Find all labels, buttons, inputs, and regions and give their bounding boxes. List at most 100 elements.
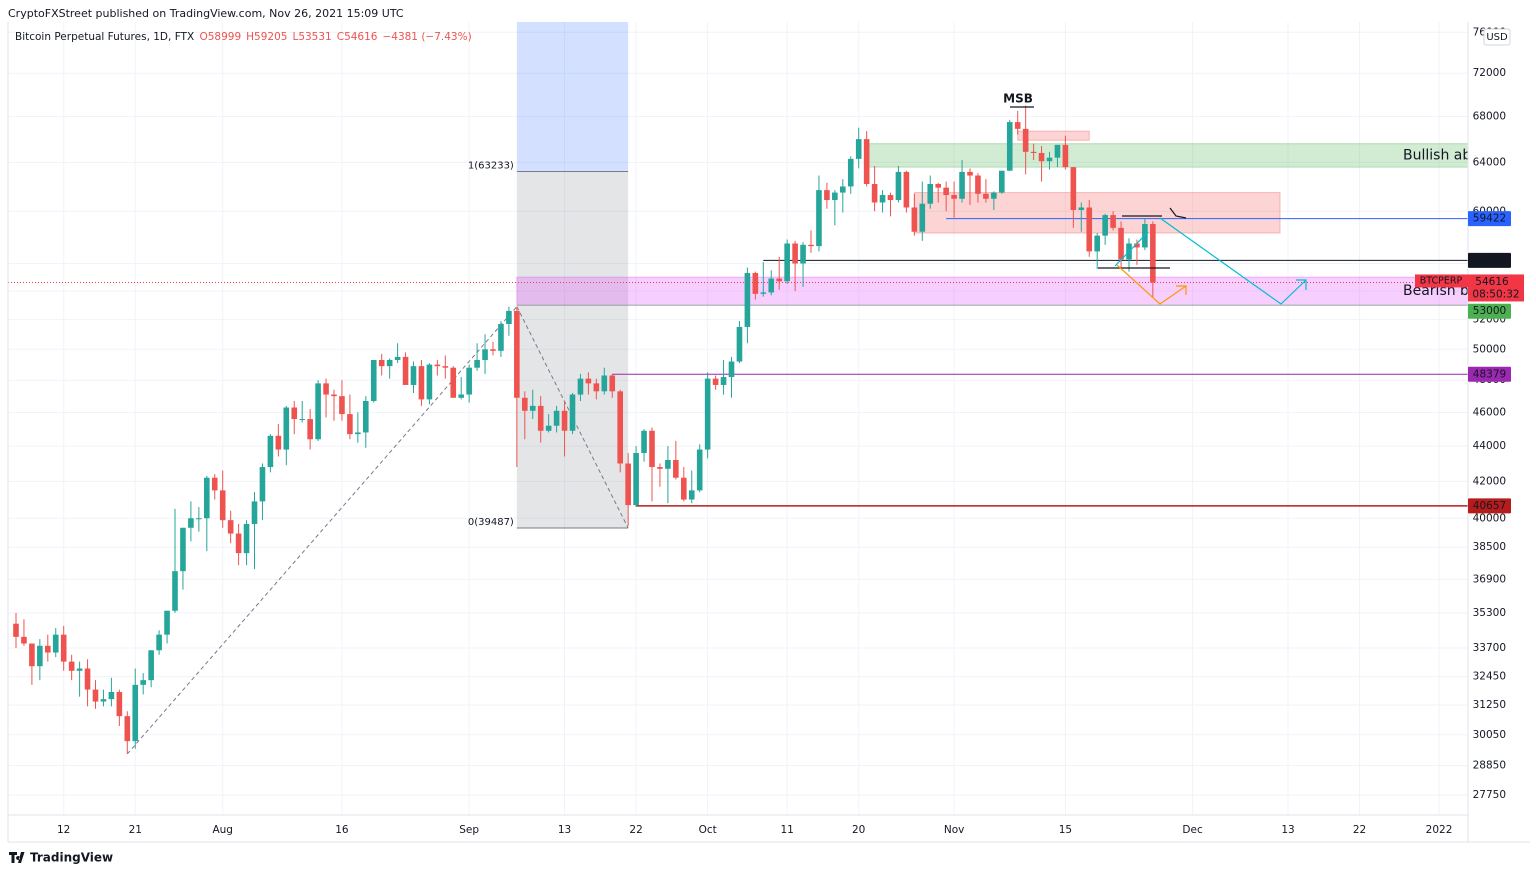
currency: USD bbox=[1486, 32, 1508, 43]
x-tick-label: Dec bbox=[1182, 824, 1203, 836]
candle-body bbox=[68, 661, 75, 671]
candle-body bbox=[736, 326, 743, 362]
price-tag bbox=[1468, 498, 1511, 514]
candle-body bbox=[418, 366, 425, 400]
candle-body bbox=[1006, 122, 1013, 171]
annotation: MSB bbox=[1003, 92, 1033, 106]
candle-body bbox=[394, 356, 401, 360]
candle-body bbox=[696, 449, 703, 491]
candle-body bbox=[490, 349, 496, 351]
candle-body bbox=[1118, 227, 1124, 260]
x-tick-label: 22 bbox=[1353, 824, 1366, 836]
candle-body bbox=[84, 668, 91, 690]
last-price-label: 54616 bbox=[1475, 276, 1509, 288]
candle-body bbox=[458, 394, 464, 398]
candle-body bbox=[728, 361, 735, 378]
countdown: 08:50:32 bbox=[1472, 288, 1519, 300]
candle-body bbox=[474, 359, 480, 368]
ohlc-close: C54616 bbox=[337, 31, 378, 43]
x-tick-label: 21 bbox=[129, 824, 142, 836]
price-tag-label: 53000 bbox=[1473, 305, 1506, 317]
symbol-title: Bitcoin Perpetual Futures, 1D, FTX bbox=[15, 31, 194, 43]
y-tick-label: 27750 bbox=[1473, 789, 1506, 801]
fib-zone-upper bbox=[516, 22, 629, 172]
candle-body bbox=[355, 432, 361, 435]
candle-body bbox=[832, 192, 838, 200]
y-tick-label: 68000 bbox=[1473, 111, 1506, 123]
candle-body bbox=[76, 668, 83, 671]
candle-body bbox=[450, 367, 457, 398]
candle-body bbox=[124, 716, 131, 742]
candle-body bbox=[999, 170, 1005, 193]
ohlc-low: L53531 bbox=[292, 31, 331, 43]
candle-body bbox=[267, 435, 274, 468]
candle-body bbox=[911, 207, 918, 232]
candle-body bbox=[649, 430, 655, 468]
candle-body bbox=[855, 139, 862, 159]
currency-box[interactable] bbox=[1483, 28, 1511, 46]
candle-body bbox=[498, 323, 504, 351]
candle-body bbox=[1070, 167, 1077, 211]
candle-body bbox=[569, 394, 576, 431]
y-tick-label: 30050 bbox=[1473, 729, 1506, 741]
x-tick-label: Aug bbox=[212, 824, 233, 836]
candle-body bbox=[561, 410, 568, 431]
x-tick-label: 13 bbox=[1281, 824, 1294, 836]
candle-body bbox=[1078, 207, 1085, 211]
candle-body bbox=[339, 396, 345, 415]
candle-body bbox=[196, 518, 202, 520]
y-tick-label: 31250 bbox=[1473, 699, 1506, 711]
candle-body bbox=[1134, 243, 1140, 248]
x-tick-label: 20 bbox=[852, 824, 865, 836]
candle-body bbox=[132, 684, 139, 742]
zone bbox=[866, 143, 1468, 168]
trend-line bbox=[516, 306, 629, 529]
candle-body bbox=[593, 383, 600, 392]
candle-body bbox=[506, 310, 512, 324]
candle-body bbox=[609, 375, 616, 392]
candle-body bbox=[13, 623, 19, 637]
y-tick-label: 64000 bbox=[1473, 156, 1506, 168]
ohlc-open: O58999 bbox=[199, 31, 241, 43]
candle-body bbox=[887, 195, 894, 200]
candle-body bbox=[211, 477, 218, 491]
price-tag-label: 59422 bbox=[1473, 213, 1506, 225]
candle-body bbox=[60, 634, 67, 662]
candle-body bbox=[29, 643, 35, 667]
candle-body bbox=[935, 184, 941, 188]
y-tick-label: 33700 bbox=[1473, 642, 1506, 654]
candle-body bbox=[903, 171, 910, 208]
grid bbox=[8, 22, 1468, 815]
zone bbox=[516, 276, 1468, 306]
candle-body bbox=[800, 244, 806, 264]
candle-body bbox=[991, 192, 997, 199]
candle-body bbox=[378, 359, 385, 367]
y-tick-label: 36900 bbox=[1473, 573, 1506, 585]
candle-body bbox=[315, 383, 321, 440]
candle-body bbox=[943, 187, 949, 196]
symbol-tag bbox=[1415, 274, 1468, 288]
candle-body bbox=[108, 691, 115, 700]
candle-body bbox=[283, 407, 290, 450]
y-tick-label: 38500 bbox=[1473, 541, 1506, 553]
candle-body bbox=[251, 501, 258, 524]
price-tag-label: 40657 bbox=[1473, 500, 1506, 512]
candle-body bbox=[704, 378, 711, 450]
candle-body bbox=[235, 533, 242, 554]
candle-body bbox=[768, 278, 775, 293]
candle-body bbox=[577, 378, 584, 395]
candle-body bbox=[1150, 224, 1156, 283]
candle-body bbox=[744, 273, 751, 327]
y-tick-label: 32450 bbox=[1473, 671, 1506, 683]
candle-body bbox=[466, 367, 472, 395]
x-tick-label: 16 bbox=[335, 824, 349, 836]
candle-body bbox=[824, 190, 830, 200]
candle-body bbox=[188, 518, 194, 528]
x-tick-label: 15 bbox=[1059, 824, 1072, 836]
candle-body bbox=[959, 171, 965, 199]
candle-body bbox=[784, 243, 790, 282]
symbol-tag-label: BTCPERP bbox=[1420, 275, 1463, 286]
candle-body bbox=[1054, 144, 1061, 158]
candle-body bbox=[156, 634, 162, 651]
ohlc-change: −4381 (−7.43%) bbox=[382, 31, 471, 43]
